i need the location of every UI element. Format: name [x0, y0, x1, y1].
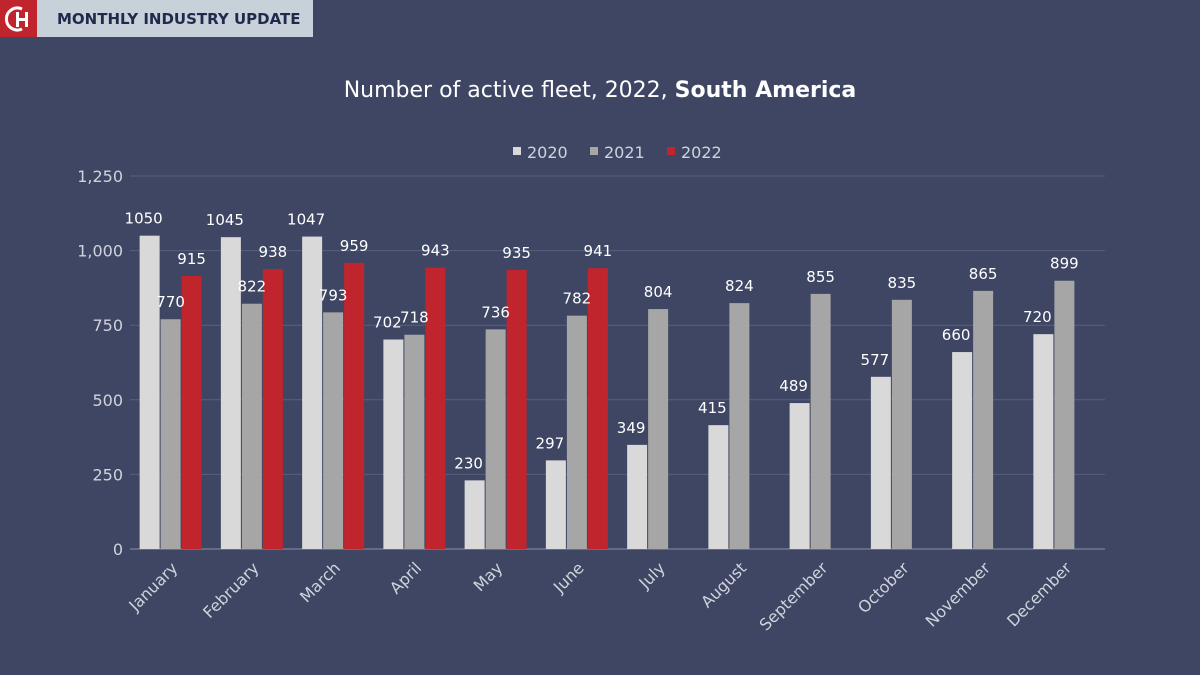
legend-swatch-2022: [667, 147, 675, 155]
bar-2021-april: [404, 334, 425, 549]
x-tick-label: May: [470, 558, 507, 595]
data-label: 720: [1023, 308, 1052, 326]
bar-2022-february: [262, 269, 283, 549]
x-tick-label: September: [755, 558, 831, 634]
legend-label-2021: 2021: [604, 143, 645, 162]
x-tick-label: August: [697, 558, 750, 611]
data-label: 230: [454, 454, 483, 472]
bar-2020-january: [139, 235, 160, 549]
data-label: 899: [1050, 255, 1079, 273]
bar-2022-january: [181, 275, 202, 549]
data-label: 349: [617, 419, 646, 437]
data-label: 297: [536, 434, 565, 452]
y-tick-label: 1,250: [77, 167, 123, 186]
x-tick-label: October: [854, 558, 913, 617]
bar-2020-may: [464, 480, 485, 549]
data-label: 835: [888, 274, 917, 292]
banner-title: MONTHLY INDUSTRY UPDATE: [37, 0, 313, 37]
bar-2021-september: [810, 293, 831, 549]
bar-2020-november: [952, 352, 973, 549]
bar-2020-september: [789, 403, 810, 549]
data-label: 718: [400, 309, 429, 327]
bar-2021-march: [323, 312, 344, 549]
data-label: 1050: [125, 210, 163, 228]
bar-2020-february: [220, 237, 241, 549]
bar-2022-march: [344, 262, 365, 549]
bar-2021-december: [1054, 280, 1075, 549]
data-label: 959: [340, 237, 369, 255]
data-label: 1045: [206, 211, 244, 229]
bar-2020-december: [1033, 334, 1054, 549]
data-label: 660: [942, 326, 971, 344]
data-label: 938: [259, 243, 288, 261]
bar-2021-january: [160, 319, 181, 549]
bar-2020-april: [383, 339, 404, 549]
x-tick-label: December: [1003, 558, 1075, 630]
bar-2021-october: [891, 299, 912, 549]
y-tick-label: 250: [92, 465, 123, 484]
data-label: 824: [725, 277, 754, 295]
data-label: 804: [644, 283, 673, 301]
y-tick-label: 750: [92, 316, 123, 335]
y-tick-label: 500: [92, 391, 123, 410]
bar-2021-june: [566, 315, 587, 549]
logo-icon: [4, 6, 28, 31]
bar-2021-november: [973, 290, 994, 549]
bar-2022-june: [587, 268, 608, 549]
data-label: 736: [481, 303, 510, 321]
data-label: 702: [373, 314, 402, 332]
data-label: 415: [698, 399, 727, 417]
data-label: 793: [319, 286, 348, 304]
data-label: 770: [156, 293, 185, 311]
header: MONTHLY INDUSTRY UPDATE: [0, 0, 313, 37]
bar-2020-june: [545, 460, 566, 549]
bar-2022-april: [425, 267, 446, 549]
bar-2021-may: [485, 329, 506, 549]
x-tick-label: April: [386, 558, 425, 597]
y-tick-label: 1,000: [77, 242, 123, 261]
bar-2020-august: [708, 425, 729, 549]
bar-2020-october: [870, 376, 891, 549]
bar-2021-july: [648, 309, 669, 549]
legend-label-2020: 2020: [527, 143, 568, 162]
chart-title: Number of active fleet, 2022, South Amer…: [344, 78, 857, 103]
x-tick-label: January: [124, 558, 181, 615]
x-tick-label: June: [549, 558, 588, 597]
y-tick-label: 0: [113, 540, 123, 559]
data-label: 935: [502, 244, 531, 262]
data-label: 822: [238, 278, 267, 296]
legend-swatch-2020: [513, 147, 521, 155]
company-logo: [0, 0, 37, 37]
bar-2020-july: [627, 444, 648, 549]
bar-2022-may: [506, 269, 527, 549]
data-label: 577: [861, 351, 890, 369]
data-label: 489: [779, 377, 808, 395]
bar-2021-august: [729, 303, 750, 549]
data-label: 855: [806, 268, 835, 286]
data-label: 782: [563, 290, 592, 308]
data-label: 865: [969, 265, 998, 283]
data-label: 1047: [287, 211, 325, 229]
x-tick-label: November: [922, 558, 995, 631]
legend-swatch-2021: [590, 147, 598, 155]
bar-2021-february: [241, 303, 262, 549]
x-tick-label: February: [199, 558, 263, 622]
data-label: 941: [584, 242, 613, 260]
x-tick-label: March: [296, 558, 344, 606]
legend-label-2022: 2022: [681, 143, 722, 162]
bar-2020-march: [302, 236, 323, 549]
data-label: 915: [177, 250, 206, 268]
x-tick-label: July: [634, 558, 668, 592]
data-label: 943: [421, 242, 450, 260]
